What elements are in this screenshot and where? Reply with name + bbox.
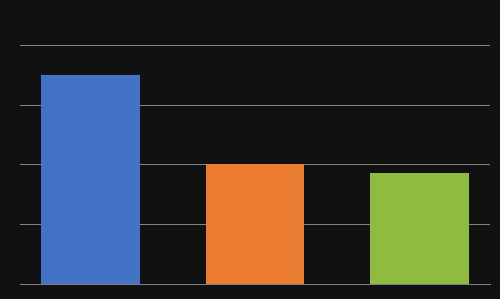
Bar bbox=[206, 164, 304, 284]
Bar bbox=[370, 173, 468, 284]
Bar bbox=[42, 75, 140, 284]
